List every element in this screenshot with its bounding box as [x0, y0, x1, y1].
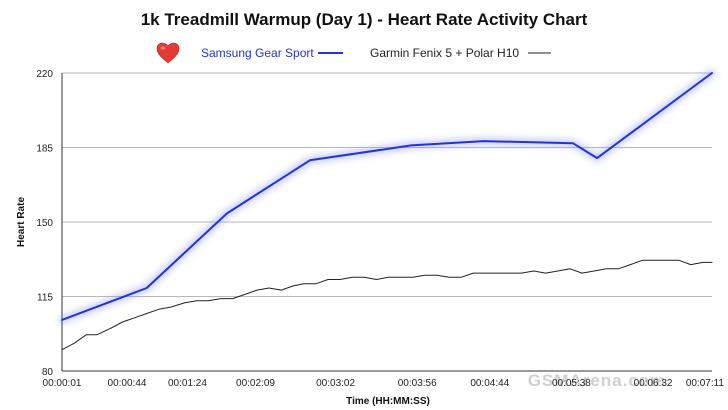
series-line-0	[61, 72, 713, 321]
y-tick-label-3: 185	[36, 144, 53, 155]
legend-label-samsung: Samsung Gear Sport	[201, 46, 314, 60]
y-ticks: 80 115 150 185 220	[36, 69, 53, 378]
legend-label-garmin: Garmin Fenix 5 + Polar H10	[370, 46, 519, 60]
x-tick-label-9: 00:07:11	[686, 378, 725, 389]
grid	[62, 72, 712, 297]
legend: Samsung Gear Sport Garmin Fenix 5 + Pola…	[156, 42, 551, 64]
y-tick-label-1: 115	[37, 293, 53, 304]
heart-icon	[156, 42, 180, 64]
watermark: GSMArena.com	[528, 371, 667, 390]
series-line-1	[61, 259, 713, 351]
y-tick-label-2: 150	[36, 218, 53, 229]
y-tick-label-0: 80	[42, 367, 54, 378]
y-tick-label-4: 220	[36, 69, 53, 80]
x-tick-label-3: 00:02:09	[236, 378, 275, 389]
chart-title: 1k Treadmill Warmup (Day 1) - Heart Rate…	[141, 10, 588, 29]
x-tick-label-5: 00:03:56	[398, 378, 437, 389]
y-axis-label: Heart Rate	[16, 197, 27, 247]
x-tick-label-7: 00:05:38	[552, 378, 591, 389]
x-tick-label-2: 00:01:24	[168, 378, 207, 389]
series	[58, 69, 716, 351]
x-ticks: 00:00:01 00:00:44 00:01:24 00:02:09 00:03:02…	[43, 378, 725, 389]
x-tick-label-4: 00:03:02	[316, 378, 355, 389]
x-tick-label-8: 00:06:32	[634, 378, 673, 389]
series-glow-0	[58, 69, 716, 324]
x-tick-label-1: 00:00:44	[108, 378, 147, 389]
x-tick-label-0: 00:00:01	[43, 378, 82, 389]
x-axis-label: Time (HH:MM:SS)	[346, 396, 430, 407]
x-tick-label-6: 00:04:44	[470, 378, 509, 389]
